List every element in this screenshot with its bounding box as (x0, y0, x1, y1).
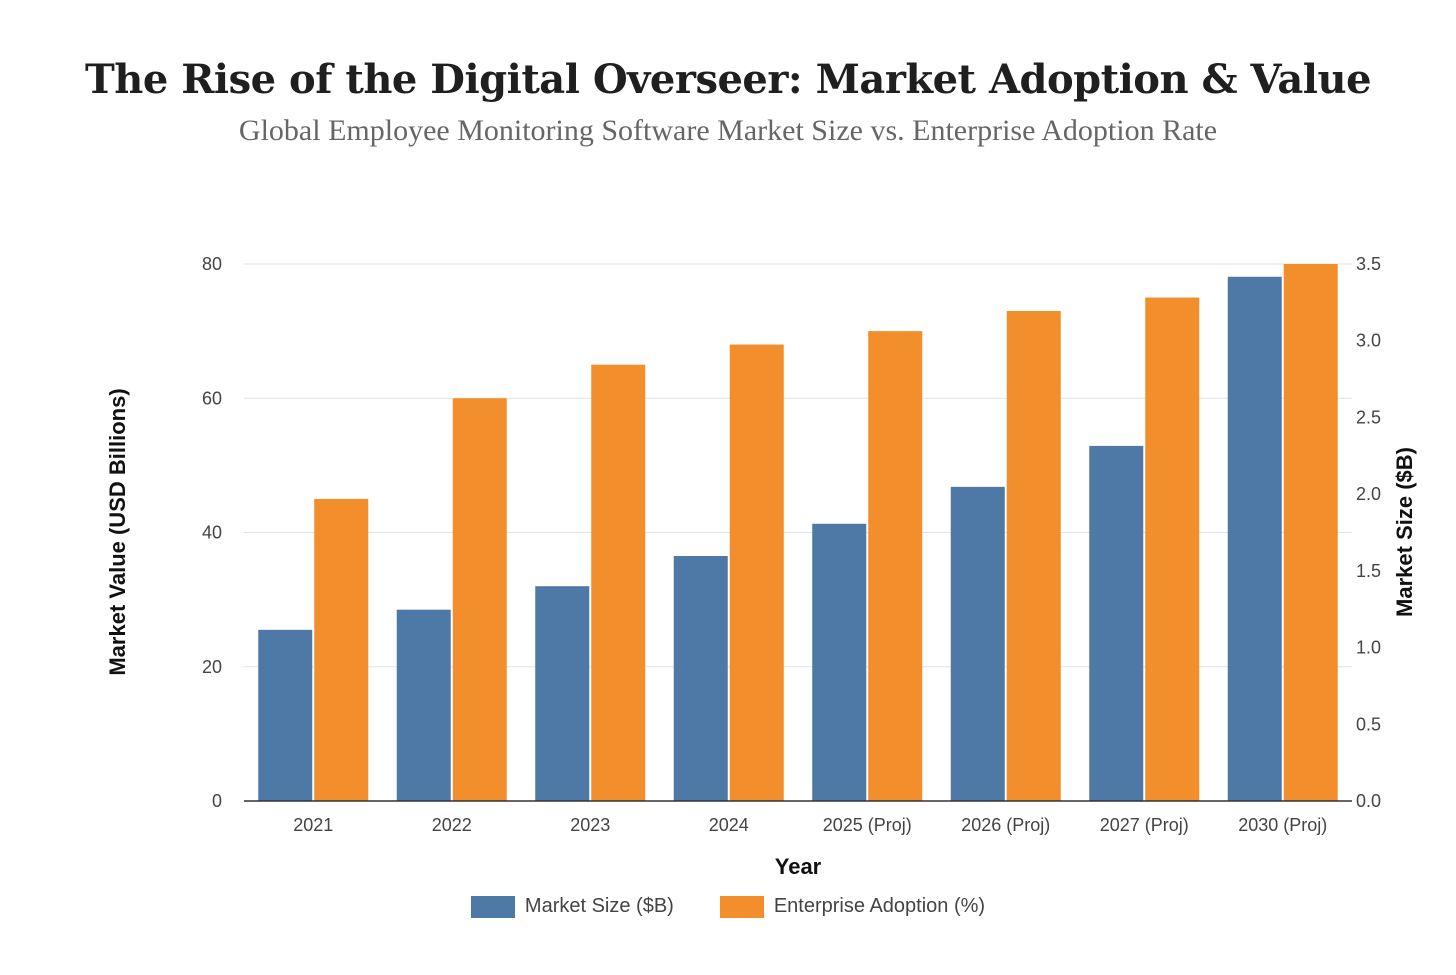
y-tick-label: 60 (202, 388, 222, 408)
x-tick-label: 2030 (Proj) (1238, 815, 1327, 835)
x-axis-ticks: 2021 2022 2023 2024 2025 (Proj) 2026 (Proj) 20… (293, 815, 1327, 835)
bar-enterprise-adoption[interactable] (314, 498, 369, 801)
y2-tick-label: 2.0 (1356, 484, 1381, 504)
y-tick-label: 80 (202, 254, 222, 274)
bar-market-size[interactable] (1089, 445, 1144, 801)
x-tick-label: 2024 (709, 815, 749, 835)
bar-enterprise-adoption[interactable] (868, 331, 923, 801)
legend-item-market-size[interactable]: Market Size ($B) (470, 895, 674, 918)
bar-market-size[interactable] (673, 555, 728, 801)
x-tick-label: 2025 (Proj) (823, 815, 912, 835)
x-tick-label: 2021 (293, 815, 333, 835)
bar-market-size[interactable] (258, 629, 313, 801)
y2-axis-title: Market Size ($B) (1392, 447, 1417, 617)
bar-market-size[interactable] (1227, 276, 1282, 801)
y2-axis-ticks: 0.0 0.5 1.0 1.5 2.0 2.5 3.0 3.5 (1356, 254, 1381, 811)
y-tick-label: 0 (212, 791, 222, 811)
chart-subtitle: Global Employee Monitoring Software Mark… (238, 114, 1218, 147)
x-axis-title: Year (775, 854, 822, 879)
legend-label-enterprise-adoption: Enterprise Adoption (%) (773, 895, 986, 917)
chart-title: The Rise of the Digital Overseer: Market… (84, 56, 1372, 103)
legend-swatch-market-size (470, 895, 515, 918)
bar-market-size[interactable] (950, 486, 1005, 801)
legend-label-market-size: Market Size ($B) (524, 895, 674, 917)
x-tick-label: 2026 (Proj) (961, 815, 1050, 835)
bar-market-size[interactable] (812, 523, 867, 801)
x-tick-label: 2023 (570, 815, 610, 835)
y2-tick-label: 3.0 (1356, 331, 1381, 351)
y2-tick-label: 1.5 (1356, 561, 1381, 581)
y-axis-ticks: 0 20 40 60 80 (202, 254, 222, 811)
bar-groups (258, 264, 1338, 801)
y2-tick-label: 3.5 (1356, 254, 1381, 274)
x-tick-label: 2027 (Proj) (1100, 815, 1189, 835)
bar-enterprise-adoption[interactable] (1283, 264, 1338, 801)
y-tick-label: 20 (202, 657, 222, 677)
bar-enterprise-adoption[interactable] (1145, 297, 1200, 801)
bar-enterprise-adoption[interactable] (591, 364, 646, 801)
legend-item-enterprise-adoption[interactable]: Enterprise Adoption (%) (719, 895, 986, 918)
bar-market-size[interactable] (396, 609, 451, 801)
y2-tick-label: 0.0 (1356, 791, 1381, 811)
bar-enterprise-adoption[interactable] (1006, 310, 1061, 801)
y2-tick-label: 0.5 (1356, 714, 1381, 734)
bar-enterprise-adoption[interactable] (452, 398, 507, 801)
legend-swatch-enterprise-adoption (719, 895, 764, 918)
y-tick-label: 40 (202, 523, 222, 543)
x-tick-label: 2022 (432, 815, 472, 835)
y2-tick-label: 1.0 (1356, 638, 1381, 658)
legend: Market Size ($B) Enterprise Adoption (%) (0, 895, 1456, 918)
y2-tick-label: 2.5 (1356, 407, 1381, 427)
bar-market-size[interactable] (535, 586, 590, 801)
y-axis-title: Market Value (USD Billions) (105, 388, 130, 675)
bar-enterprise-adoption[interactable] (729, 344, 784, 801)
